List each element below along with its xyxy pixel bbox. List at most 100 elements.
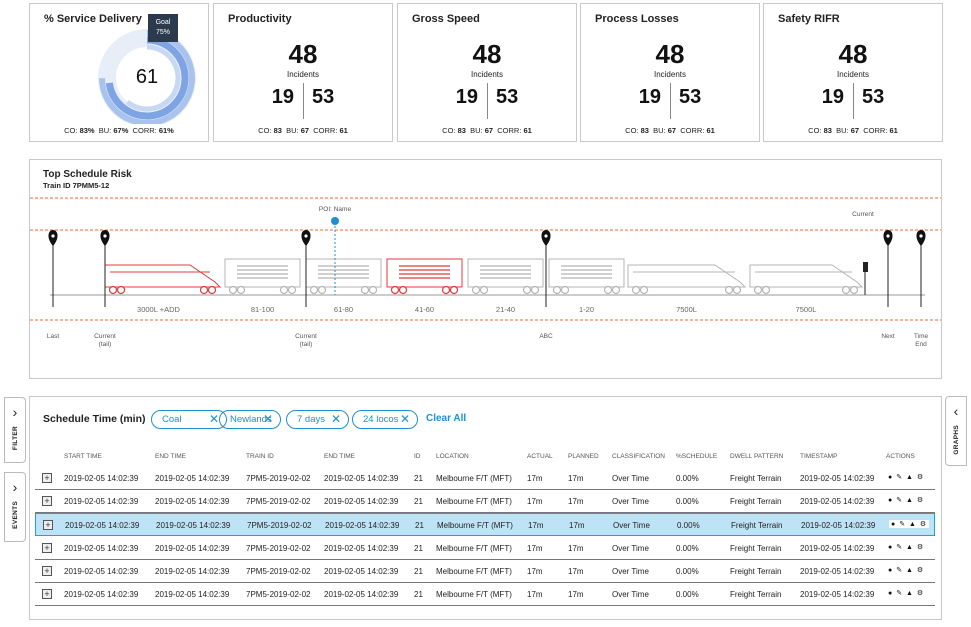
kpi-sub-label: Incidents (836, 70, 870, 79)
corr-value: 61 (523, 126, 532, 135)
filter-tab[interactable]: › FILTER (4, 397, 26, 463)
close-icon[interactable]: ✕ (208, 412, 219, 426)
tooltip-label: Goal (155, 19, 171, 26)
view-icon[interactable]: ● (888, 590, 894, 597)
settings-icon[interactable]: ⚙ (916, 497, 925, 505)
kpi-card-2[interactable]: Productivity 48 Incidents 19 53 CO: 83 BU: 67… (213, 3, 393, 142)
table-row[interactable]: +2019-02-05 14:02:39 2019-02-05 14:02:39 7… (35, 560, 935, 583)
column-header[interactable]: Timestamp (800, 453, 838, 460)
expand-row-button[interactable]: + (42, 542, 52, 553)
table-cell: 17m (568, 590, 584, 599)
settings-icon[interactable]: ⚙ (916, 590, 925, 597)
table-cell: 0.00% (676, 497, 699, 507)
settings-icon[interactable]: ⚙ (916, 474, 925, 481)
tooltip-value: 75% (155, 29, 170, 36)
column-header[interactable]: Train ID (246, 453, 274, 460)
graphs-tab[interactable]: ‹ GRAPHS (945, 396, 967, 466)
events-tab[interactable]: › EVENTS (4, 472, 26, 542)
close-icon[interactable]: ✕ (330, 412, 341, 426)
bu-value: 67 (667, 126, 677, 135)
clear-all-link[interactable]: Clear All (426, 413, 467, 424)
table-cell: 7PM5-2019-02-02 (246, 543, 311, 553)
view-icon[interactable]: ● (888, 497, 894, 505)
wagon (386, 258, 463, 288)
column-header[interactable]: End Time (324, 453, 355, 460)
edit-icon[interactable]: ✎ (896, 566, 904, 574)
kpi-card-4[interactable]: Process Losses 48 Incidents 19 53 CO: 83 BU: … (580, 3, 760, 142)
row-actions: ● ✎ ▲ ⚙ (888, 543, 924, 551)
view-icon[interactable]: ● (888, 474, 894, 481)
column-header[interactable]: Planned (568, 453, 599, 460)
expand-row-button[interactable]: + (42, 473, 52, 483)
column-header[interactable]: %Schedule (676, 453, 718, 460)
expand-row-button[interactable]: + (43, 520, 53, 531)
column-header[interactable]: Actions (886, 453, 915, 460)
wheel (398, 285, 408, 295)
value-ring (105, 36, 189, 120)
expand-row-button[interactable]: + (42, 565, 52, 576)
column-header[interactable]: Actual (527, 453, 553, 460)
table-cell: 17m (527, 590, 543, 599)
kpi-card-3[interactable]: Gross Speed 48 Incidents 19 53 CO: 83 BU: 67 … (397, 3, 577, 142)
table-row[interactable]: +2019-02-05 14:02:39 2019-02-05 14:02:39 7… (35, 490, 935, 514)
edit-icon[interactable]: ✎ (896, 543, 904, 551)
column-header[interactable]: Classification (612, 453, 665, 460)
close-icon[interactable]: ✕ (399, 412, 410, 426)
table-row[interactable]: +2019-02-05 14:02:39 2019-02-05 14:02:39 7… (35, 513, 935, 537)
co-label: CO: (625, 126, 639, 135)
wheel (368, 285, 378, 295)
column-header[interactable]: Start Time (64, 453, 102, 460)
marker-label: Current (94, 333, 116, 340)
table-cell: 2019-02-05 14:02:39 (156, 521, 231, 531)
table-row[interactable]: +2019-02-05 14:02:39 2019-02-05 14:02:39 7… (35, 583, 935, 606)
table-cell: Over Time (612, 566, 649, 576)
column-header[interactable]: ID (414, 453, 421, 460)
close-icon[interactable]: ✕ (262, 412, 273, 426)
view-icon[interactable]: ● (888, 566, 894, 574)
column-header[interactable]: Dwell Pattern (730, 453, 784, 460)
edit-icon[interactable]: ✎ (896, 497, 904, 505)
column-header[interactable]: Location (436, 453, 469, 460)
settings-icon[interactable]: ⚙ (916, 543, 925, 551)
person-icon[interactable]: ▲ (906, 497, 914, 505)
edit-icon[interactable]: ✎ (896, 474, 904, 481)
locomotive (627, 264, 747, 288)
goal-tooltip: Goal 75% (148, 14, 178, 42)
settings-icon[interactable]: ⚙ (916, 566, 925, 574)
kpi-card-5[interactable]: Safety RIFR 48 Incidents 19 53 CO: 83 BU: 67 … (763, 3, 943, 142)
person-icon[interactable]: ▲ (906, 543, 914, 551)
table-row[interactable]: +2019-02-05 14:02:39 2019-02-05 14:02:39 7… (35, 537, 935, 560)
wheel (207, 285, 217, 295)
person-icon[interactable]: ▲ (906, 566, 914, 574)
table-row[interactable]: +2019-02-05 14:02:39 2019-02-05 14:02:39 7… (35, 467, 935, 490)
bu-label: BU: (470, 126, 483, 135)
filter-chip[interactable]: Coal ✕ (151, 410, 227, 429)
view-icon[interactable]: ● (888, 543, 894, 551)
column-header[interactable]: End Time (155, 453, 186, 460)
table-cell: 17m (569, 521, 585, 531)
filter-chip[interactable]: Newlands ✕ (219, 410, 281, 429)
table-cell: 7PM5-2019-02-02 (246, 474, 311, 483)
kpi-card-1[interactable]: % Service Delivery 61 Goal 75% CO: 83% BU: 6… (29, 3, 209, 142)
edit-icon[interactable]: ✎ (896, 590, 904, 597)
filter-chip[interactable]: 24 locos ✕ (352, 410, 418, 429)
expand-row-button[interactable]: + (42, 589, 52, 599)
settings-icon[interactable]: ⚙ (919, 521, 928, 529)
view-icon[interactable]: ● (891, 521, 897, 529)
map-pin-dot (103, 234, 107, 238)
person-icon[interactable]: ▲ (906, 474, 914, 481)
filter-chip[interactable]: 7 days ✕ (286, 410, 349, 429)
table-cell: 2019-02-05 14:02:39 (64, 543, 139, 553)
kpi-title: Process Losses (595, 13, 679, 25)
table-cell: Melbourne F/T (MFT) (436, 474, 512, 483)
chevron-right-icon: › (12, 479, 18, 495)
table-cell: 2019-02-05 14:02:39 (325, 521, 400, 531)
edit-icon[interactable]: ✎ (899, 521, 907, 529)
expand-row-button[interactable]: + (42, 496, 52, 507)
wheel (317, 285, 327, 295)
person-icon[interactable]: ▲ (906, 590, 914, 597)
person-icon[interactable]: ▲ (909, 521, 917, 529)
table-cell: 0.00% (676, 590, 699, 599)
table-cell: 17m (527, 474, 543, 483)
row-actions: ● ✎ ▲ ⚙ (889, 520, 930, 529)
